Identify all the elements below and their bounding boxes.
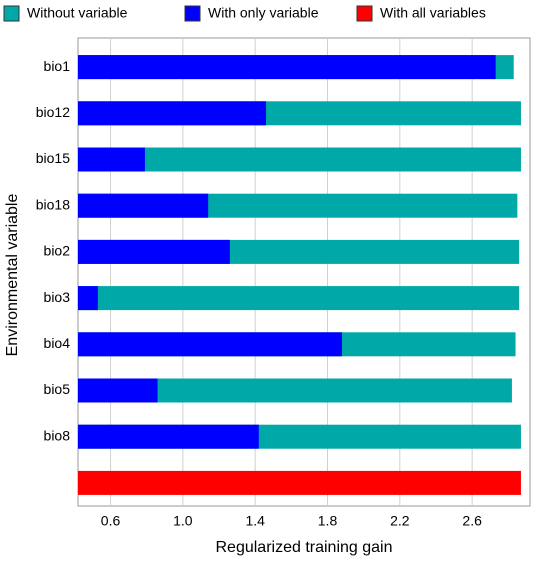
legend-label: Without variable	[27, 5, 128, 21]
y-tick-label: bio15	[36, 150, 70, 166]
bar	[78, 239, 230, 264]
bar	[78, 424, 259, 449]
x-tick-label: 1.0	[173, 513, 193, 529]
bar	[78, 101, 267, 126]
x-axis-title: Regularized training gain	[216, 539, 393, 556]
x-tick-label: 2.6	[462, 513, 482, 529]
y-tick-label: bio8	[44, 427, 71, 443]
bar	[78, 55, 496, 80]
bar	[78, 286, 98, 311]
legend-swatch	[184, 5, 201, 22]
x-tick-label: 0.6	[101, 513, 121, 529]
bar	[78, 147, 145, 172]
legend-label: With only variable	[208, 5, 319, 21]
x-tick-label: 2.2	[390, 513, 410, 529]
bar	[78, 332, 342, 357]
y-tick-label: bio18	[36, 196, 70, 212]
y-tick-label: bio1	[44, 58, 71, 74]
legend-swatch	[3, 5, 20, 22]
x-tick-label: 1.4	[245, 513, 265, 529]
y-tick-label: bio5	[44, 381, 71, 397]
y-tick-label: bio3	[44, 289, 71, 305]
y-tick-label: bio2	[44, 243, 71, 259]
y-axis-title: Environmental variable	[4, 194, 21, 357]
legend-label: With all variables	[380, 5, 486, 21]
x-tick-label: 1.8	[318, 513, 338, 529]
y-tick-label: bio4	[44, 335, 71, 351]
bar	[78, 193, 209, 218]
bar	[78, 470, 521, 495]
legend-swatch	[356, 5, 373, 22]
bar	[78, 147, 521, 172]
bar	[78, 286, 520, 311]
bar	[78, 378, 158, 403]
y-tick-label: bio12	[36, 104, 70, 120]
